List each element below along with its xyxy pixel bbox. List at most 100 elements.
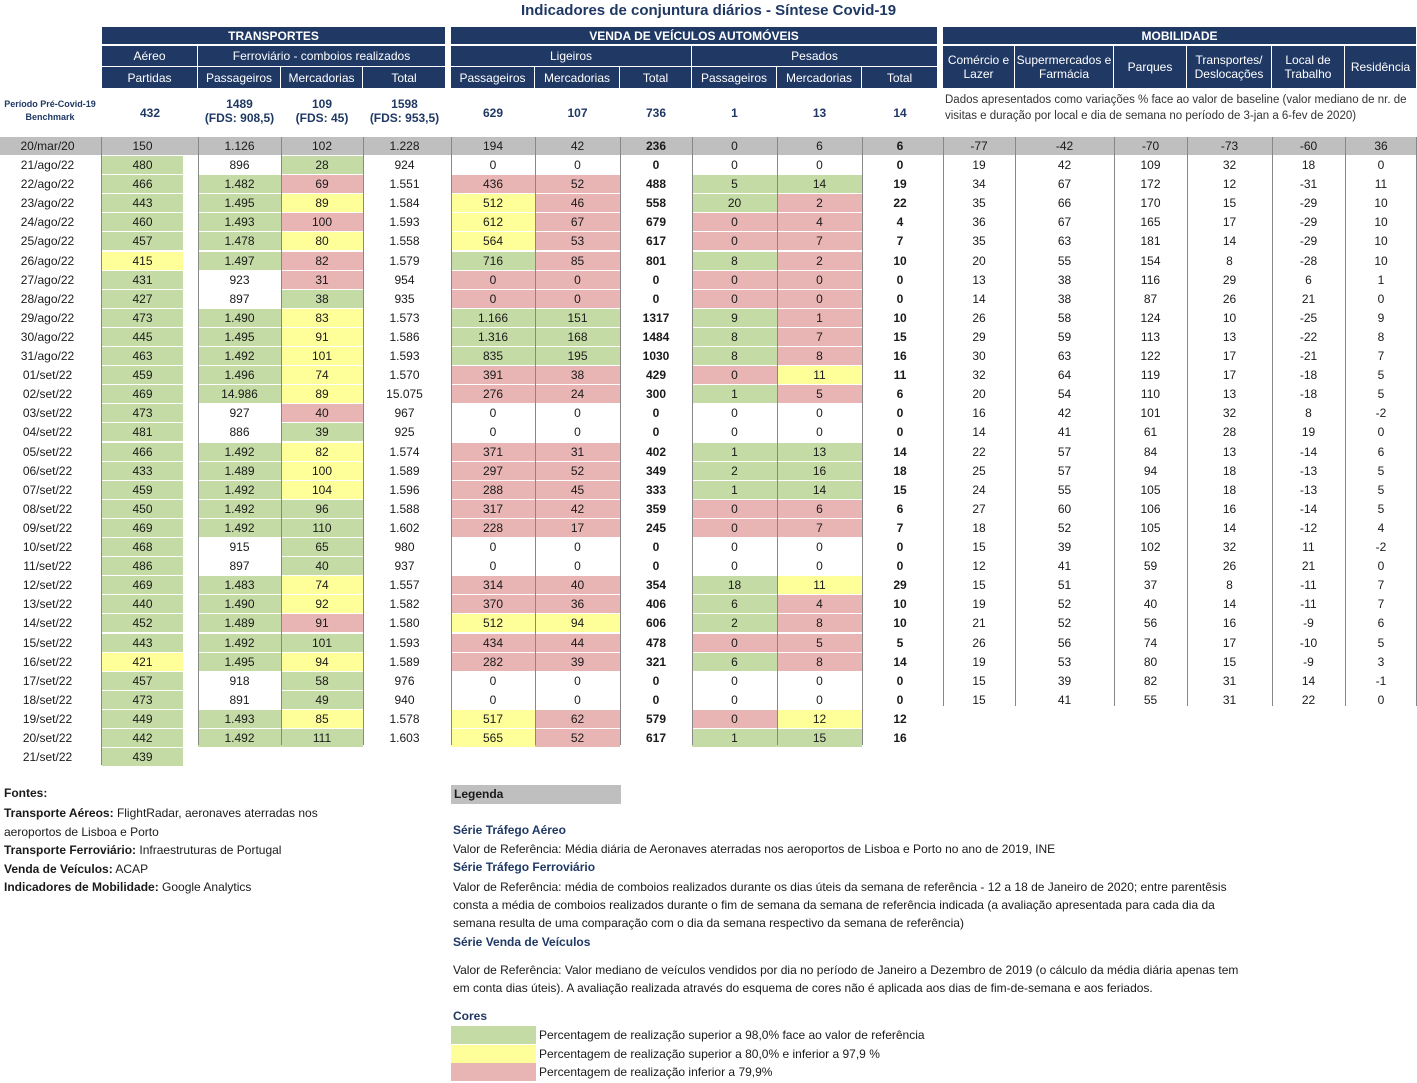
table-cell: 1.490 bbox=[198, 308, 281, 327]
table-cell: -14 bbox=[1299, 444, 1318, 459]
table-cell: 34 bbox=[972, 177, 986, 192]
table-cell: 7 bbox=[777, 518, 862, 537]
table-cell: -42 bbox=[1055, 139, 1074, 153]
table-cell: 1.582 bbox=[389, 597, 420, 612]
table-cell: 10 bbox=[893, 253, 907, 268]
table-cell: 18 bbox=[1222, 463, 1237, 478]
table-cell: 124 bbox=[1140, 310, 1161, 325]
column-separator bbox=[943, 137, 944, 706]
table-cell: 10 bbox=[1374, 253, 1388, 268]
table-cell: 1.579 bbox=[389, 253, 420, 268]
table-cell: 32 bbox=[1222, 406, 1237, 421]
table-cell: 4 bbox=[1377, 520, 1385, 535]
row-date: 28/ago/22 bbox=[20, 291, 75, 306]
table-cell: 58 bbox=[1057, 310, 1072, 325]
table-cell: 1484 bbox=[642, 329, 670, 344]
table-cell: 96 bbox=[281, 499, 363, 518]
table-cell: 17 bbox=[1222, 635, 1237, 650]
row-date: 31/ago/22 bbox=[20, 349, 75, 363]
row-date: 13/set/22 bbox=[22, 597, 73, 612]
table-cell: 42 bbox=[1057, 406, 1072, 421]
table-cell: 0 bbox=[692, 518, 777, 537]
table-cell: 8 bbox=[1305, 406, 1312, 421]
table-cell: 835 bbox=[451, 347, 535, 365]
table-cell: 2 bbox=[692, 614, 777, 633]
column-separator bbox=[862, 137, 863, 745]
table-cell: 459 bbox=[102, 366, 183, 385]
table-cell: 0 bbox=[731, 139, 738, 153]
table-cell: 473 bbox=[102, 690, 183, 709]
swatch-green bbox=[451, 1026, 536, 1044]
table-cell: 29 bbox=[893, 578, 907, 593]
table-cell: 31 bbox=[535, 442, 620, 461]
table-cell: 469 bbox=[102, 576, 183, 595]
table-cell: 0 bbox=[1377, 158, 1385, 172]
row-date: 09/set/22 bbox=[22, 520, 73, 535]
table-cell: 6 bbox=[896, 387, 904, 402]
table-cell: 1.603 bbox=[389, 731, 420, 745]
table-cell: 27 bbox=[972, 501, 986, 516]
table-cell: 94 bbox=[535, 614, 620, 633]
fonte-item: Venda de Veículos: ACAP bbox=[4, 861, 149, 876]
row-date: 23/ago/22 bbox=[20, 196, 75, 211]
table-cell: 36 bbox=[1374, 139, 1388, 153]
table-cell: 36 bbox=[535, 595, 620, 614]
table-cell: 443 bbox=[102, 194, 183, 213]
column-separator bbox=[451, 137, 452, 745]
table-cell: 12 bbox=[972, 559, 986, 574]
table-cell: 1.489 bbox=[198, 461, 281, 480]
table-cell: 436 bbox=[451, 175, 535, 194]
table-cell: 5 bbox=[777, 385, 862, 404]
table-cell: 14 bbox=[777, 480, 862, 499]
table-cell: 84 bbox=[1143, 444, 1158, 459]
table-cell: 12 bbox=[893, 711, 907, 726]
table-cell: -11 bbox=[1300, 597, 1317, 612]
table-cell: 457 bbox=[102, 671, 183, 690]
table-cell: 927 bbox=[229, 406, 250, 421]
table-cell: 0 bbox=[1377, 692, 1385, 707]
table-cell: 314 bbox=[451, 576, 535, 595]
table-cell: 1.483 bbox=[198, 576, 281, 595]
table-cell: 449 bbox=[102, 709, 183, 728]
table-cell: 13 bbox=[1222, 444, 1237, 459]
row-date: 18/set/22 bbox=[22, 692, 73, 707]
table-cell: 517 bbox=[451, 709, 535, 728]
table-cell: 1 bbox=[692, 729, 777, 747]
table-cell: 11 bbox=[777, 576, 862, 595]
table-cell: 0 bbox=[652, 425, 660, 440]
table-cell: 74 bbox=[281, 366, 363, 385]
table-cell: 5 bbox=[777, 633, 862, 652]
table-cell: 82 bbox=[281, 251, 363, 270]
table-cell: 194 bbox=[482, 139, 504, 153]
table-cell: -60 bbox=[1299, 139, 1318, 153]
row-date: 21/set/22 bbox=[22, 750, 73, 765]
table-cell: 109 bbox=[1140, 158, 1161, 172]
table-cell: 100 bbox=[281, 461, 363, 480]
column-separator bbox=[620, 137, 621, 745]
table-cell: 617 bbox=[645, 234, 667, 249]
column-separator bbox=[101, 137, 102, 765]
table-cell: 2 bbox=[692, 461, 777, 480]
table-cell: 468 bbox=[102, 538, 183, 556]
table-cell: 21 bbox=[972, 616, 986, 631]
table-cell: 10 bbox=[893, 597, 907, 612]
table-cell: 21 bbox=[1301, 291, 1316, 306]
table-cell: 38 bbox=[1057, 272, 1072, 287]
table-cell: 42 bbox=[1057, 158, 1072, 172]
table-cell: 0 bbox=[896, 158, 904, 172]
row-date: 14/set/22 bbox=[22, 616, 73, 631]
table-cell: 480 bbox=[102, 156, 183, 174]
table-cell: 442 bbox=[102, 729, 183, 747]
table-cell: 66 bbox=[1057, 196, 1072, 211]
table-cell: 1.602 bbox=[389, 520, 420, 535]
table-cell: 24 bbox=[535, 385, 620, 404]
table-cell: 106 bbox=[1140, 501, 1161, 516]
table-cell: 460 bbox=[102, 213, 183, 232]
table-cell: 15 bbox=[893, 482, 907, 497]
table-cell: 0 bbox=[489, 673, 497, 688]
table-cell: 19 bbox=[972, 597, 986, 612]
table-cell: 0 bbox=[692, 213, 777, 232]
table-cell: 54 bbox=[1057, 387, 1072, 402]
table-cell: 16 bbox=[777, 461, 862, 480]
table-cell: 450 bbox=[102, 499, 183, 518]
